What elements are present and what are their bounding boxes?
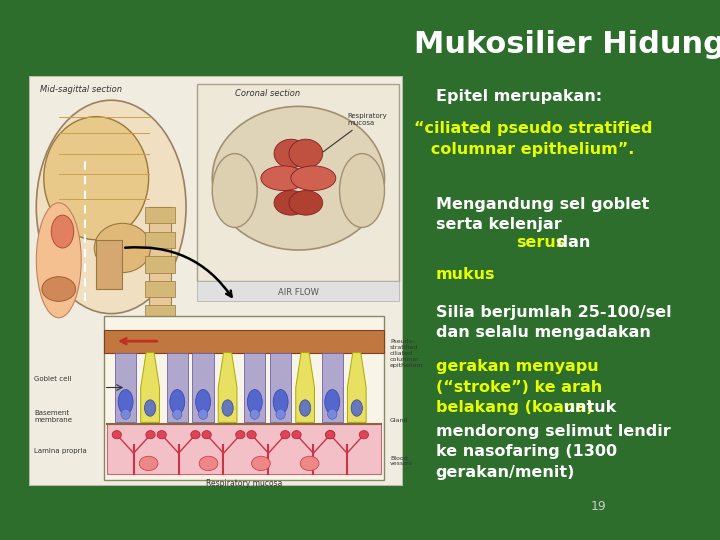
Ellipse shape [121, 409, 130, 419]
Ellipse shape [36, 203, 81, 318]
Ellipse shape [42, 276, 76, 301]
Ellipse shape [276, 409, 285, 419]
Bar [270, 353, 292, 422]
Text: gerakan menyapu
(“stroke”) ke arah
belakang (koana): gerakan menyapu (“stroke”) ke arah belak… [436, 359, 602, 415]
Text: Epitel merupakan:: Epitel merupakan: [436, 89, 602, 104]
Ellipse shape [325, 430, 335, 439]
Ellipse shape [235, 430, 245, 439]
Ellipse shape [51, 215, 73, 248]
Ellipse shape [351, 400, 362, 416]
Text: Respiratory mucosa: Respiratory mucosa [206, 479, 282, 488]
Bar [166, 353, 188, 422]
Ellipse shape [274, 139, 307, 168]
Ellipse shape [157, 430, 166, 439]
Ellipse shape [145, 430, 156, 439]
Ellipse shape [247, 430, 256, 439]
Bar [145, 281, 175, 297]
Bar [107, 424, 381, 474]
Bar [145, 232, 175, 248]
Bar [96, 240, 122, 289]
Bar [197, 84, 400, 281]
Ellipse shape [247, 389, 262, 414]
Text: Mengandung sel goblet
serta kelenjar: Mengandung sel goblet serta kelenjar [436, 197, 649, 233]
Ellipse shape [292, 430, 301, 439]
Ellipse shape [281, 430, 290, 439]
Text: mendorong selimut lendir
ke nasofaring (1300
gerakan/menit): mendorong selimut lendir ke nasofaring (… [436, 424, 670, 480]
Ellipse shape [325, 389, 340, 414]
Text: 19: 19 [590, 500, 606, 513]
Ellipse shape [273, 389, 288, 414]
Ellipse shape [261, 166, 306, 191]
Bar [104, 330, 384, 353]
Polygon shape [218, 353, 237, 422]
Text: Pseudo-
stratified
ciliated
columnar
epithelium: Pseudo- stratified ciliated columnar epi… [390, 339, 424, 368]
Ellipse shape [340, 153, 384, 227]
Ellipse shape [170, 389, 185, 414]
Text: AIR FLOW: AIR FLOW [278, 288, 319, 297]
Text: mukus: mukus [436, 267, 495, 282]
Ellipse shape [199, 409, 208, 419]
Text: Basement
membrane: Basement membrane [35, 410, 73, 423]
Bar [192, 353, 214, 422]
Ellipse shape [250, 409, 259, 419]
Bar [145, 306, 175, 322]
Ellipse shape [44, 117, 148, 240]
Text: Mid-sagittal section: Mid-sagittal section [40, 85, 122, 94]
Polygon shape [348, 353, 366, 422]
Text: Goblet cell: Goblet cell [35, 375, 72, 382]
Ellipse shape [289, 191, 323, 215]
Ellipse shape [118, 389, 133, 414]
Ellipse shape [300, 456, 319, 470]
Text: serus: serus [516, 235, 565, 250]
Text: Mukosilier Hidung: Mukosilier Hidung [414, 30, 720, 59]
Text: “ciliated pseudo stratified
   columnar epithelium”.: “ciliated pseudo stratified columnar epi… [414, 122, 652, 157]
Bar [148, 207, 171, 330]
Ellipse shape [36, 100, 186, 314]
Ellipse shape [212, 106, 384, 250]
Ellipse shape [222, 400, 233, 416]
Polygon shape [140, 353, 159, 422]
Ellipse shape [291, 166, 336, 191]
Bar [145, 256, 175, 273]
Ellipse shape [328, 409, 337, 419]
Text: Lamina propria: Lamina propria [35, 448, 87, 454]
Ellipse shape [191, 430, 200, 439]
Ellipse shape [196, 389, 210, 414]
Ellipse shape [202, 430, 212, 439]
Text: Blood
vessels: Blood vessels [390, 456, 413, 467]
Ellipse shape [359, 430, 369, 439]
Ellipse shape [94, 224, 150, 273]
Ellipse shape [139, 456, 158, 470]
Bar [104, 316, 384, 480]
Bar [115, 353, 136, 422]
Text: Respiratory
mucosa: Respiratory mucosa [323, 113, 387, 152]
Bar [145, 207, 175, 224]
Ellipse shape [173, 409, 182, 419]
Ellipse shape [300, 400, 311, 416]
Text: Gland: Gland [390, 418, 408, 423]
Ellipse shape [251, 456, 270, 470]
Ellipse shape [325, 430, 335, 439]
Bar [322, 353, 343, 422]
Text: untuk: untuk [558, 400, 616, 415]
Text: dan: dan [551, 235, 590, 250]
Ellipse shape [199, 456, 218, 470]
Text: Coronal section: Coronal section [235, 89, 300, 98]
Ellipse shape [289, 139, 323, 168]
Polygon shape [296, 353, 315, 422]
Ellipse shape [112, 430, 122, 439]
Ellipse shape [212, 153, 257, 227]
Bar [244, 353, 266, 422]
Bar [197, 281, 400, 301]
Ellipse shape [274, 191, 307, 215]
Text: Silia berjumlah 25-100/sel
dan selalu mengadakan: Silia berjumlah 25-100/sel dan selalu me… [436, 305, 671, 341]
Ellipse shape [145, 400, 156, 416]
